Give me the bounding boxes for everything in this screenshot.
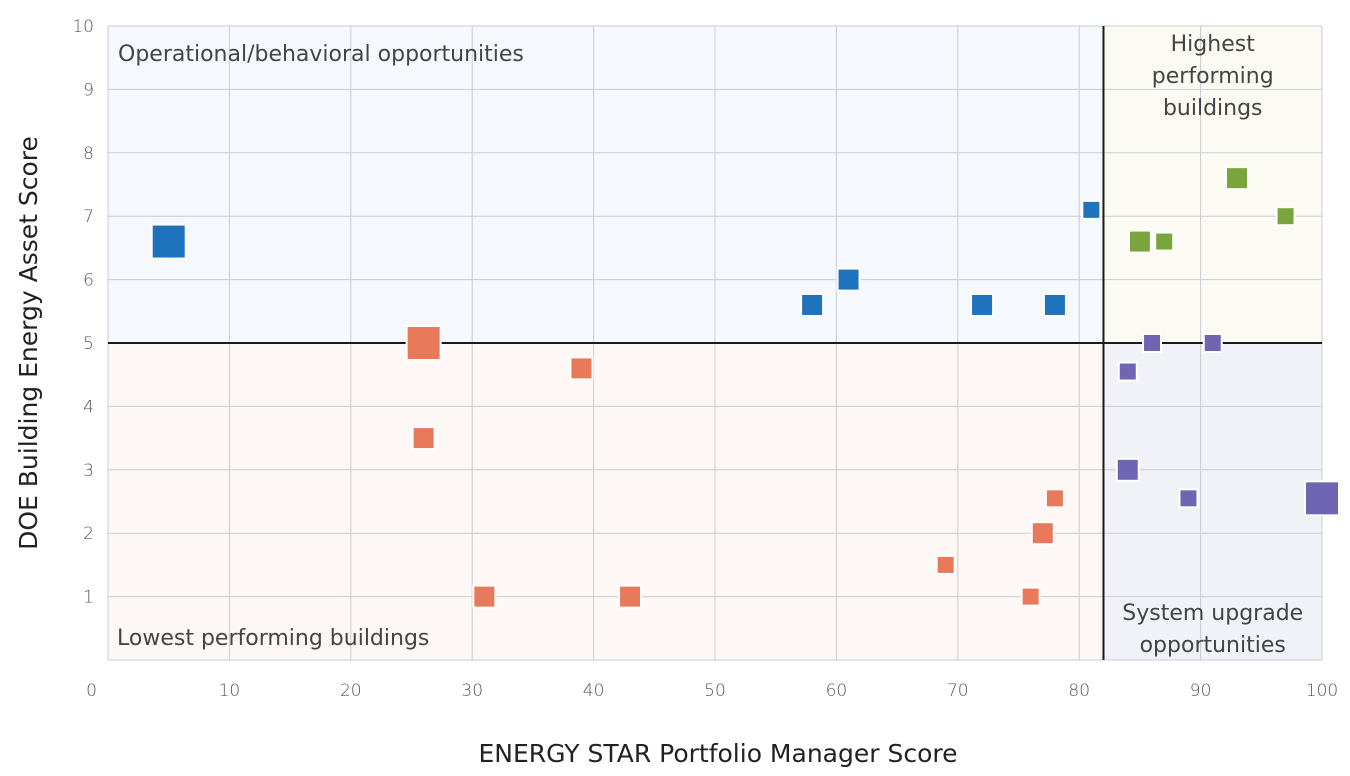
y-tick-label: 3 xyxy=(83,461,94,481)
data-point xyxy=(1127,229,1152,254)
quadrant-label-line: Highest xyxy=(1171,32,1256,57)
x-tick-label: 0 xyxy=(86,681,97,701)
data-point xyxy=(618,584,643,609)
data-point xyxy=(970,292,995,317)
y-axis-ticks: 1 2 3 4 5 6 7 8 9 10 xyxy=(72,17,94,608)
quadrant-labels: Operational/behavioral opportunities Hig… xyxy=(117,32,1303,658)
quadrant-label-line: performing xyxy=(1152,64,1274,89)
x-tick-label: 40 xyxy=(583,681,605,701)
quadrant-top-left xyxy=(108,26,1104,343)
data-point xyxy=(1225,166,1250,191)
x-tick-label: 100 xyxy=(1306,681,1338,701)
quadrant-top-right xyxy=(1103,26,1322,343)
data-point xyxy=(411,426,436,451)
quadrant-label-bottom-left: Lowest performing buildings xyxy=(117,626,429,651)
data-points xyxy=(150,166,1340,609)
data-point xyxy=(1081,199,1102,220)
threshold-lines xyxy=(108,26,1322,660)
quadrant-backgrounds xyxy=(108,26,1322,660)
data-point xyxy=(836,267,861,292)
data-point xyxy=(1304,480,1340,517)
data-point xyxy=(1202,333,1223,353)
quadrant-label-bottom-right: System upgrade opportunities xyxy=(1122,601,1303,658)
data-point xyxy=(1154,231,1175,252)
y-tick-label: 4 xyxy=(83,397,94,417)
y-tick-label: 1 xyxy=(83,588,94,608)
quadrant-label-line: opportunities xyxy=(1140,633,1286,658)
x-tick-label: 60 xyxy=(826,681,848,701)
x-tick-label: 30 xyxy=(461,681,483,701)
data-point xyxy=(1117,361,1138,382)
x-tick-label: 20 xyxy=(340,681,362,701)
y-tick-label: 8 xyxy=(83,144,94,164)
quadrant-bottom-right xyxy=(1103,343,1322,660)
quadrant-label-top-right: Highest performing buildings xyxy=(1152,32,1274,121)
data-point xyxy=(935,554,956,575)
x-tick-label: 10 xyxy=(219,681,241,701)
data-point xyxy=(1115,457,1140,482)
data-point xyxy=(569,356,594,381)
quadrant-bottom-left xyxy=(108,343,1104,660)
data-point xyxy=(800,292,825,317)
x-axis-title: ENERGY STAR Portfolio Manager Score xyxy=(479,739,958,768)
y-tick-label: 9 xyxy=(83,80,94,100)
x-tick-label: 80 xyxy=(1068,681,1090,701)
data-point xyxy=(1020,586,1041,607)
x-tick-label: 90 xyxy=(1190,681,1212,701)
y-tick-label: 5 xyxy=(83,334,94,354)
data-point xyxy=(1178,488,1199,509)
data-point xyxy=(1275,206,1296,227)
data-point xyxy=(150,223,187,260)
data-point xyxy=(472,584,497,609)
data-point xyxy=(1142,333,1163,353)
data-point xyxy=(1044,488,1065,509)
x-tick-label: 50 xyxy=(704,681,726,701)
y-tick-label: 7 xyxy=(83,207,94,227)
y-axis-title: DOE Building Energy Asset Score xyxy=(14,136,43,550)
data-point xyxy=(405,325,442,361)
quadrant-label-top-left: Operational/behavioral opportunities xyxy=(118,42,524,67)
x-axis-ticks: 0 10 20 30 40 50 60 70 80 90 100 xyxy=(86,681,1338,701)
quadrant-label-line: buildings xyxy=(1163,96,1263,121)
y-tick-label: 2 xyxy=(83,524,94,544)
x-tick-label: 70 xyxy=(947,681,969,701)
quadrant-label-line: System upgrade xyxy=(1122,601,1303,626)
y-tick-label: 10 xyxy=(72,17,94,37)
y-tick-label: 6 xyxy=(83,271,94,291)
data-point xyxy=(1030,521,1055,546)
data-point xyxy=(1042,292,1067,317)
